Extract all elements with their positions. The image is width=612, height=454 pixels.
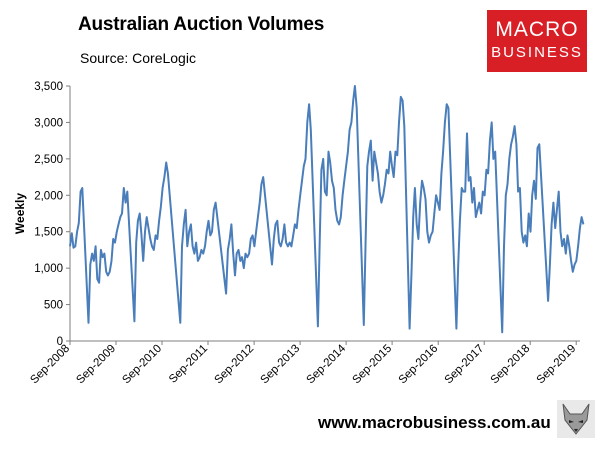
x-tick-label: Sep-2019 bbox=[535, 343, 579, 387]
logo-line1: MACRO bbox=[495, 18, 579, 41]
fox-icon bbox=[557, 400, 595, 438]
y-tick-label: 1,500 bbox=[34, 227, 63, 239]
logo-line2: BUSINESS bbox=[491, 44, 583, 61]
macrobusiness-logo: MACRO BUSINESS bbox=[487, 10, 587, 72]
y-tick-label: 2,000 bbox=[34, 190, 63, 202]
series-line bbox=[69, 85, 585, 334]
x-tick-label: Sep-2014 bbox=[304, 342, 348, 386]
source-note: Source: CoreLogic bbox=[80, 50, 196, 66]
chart-title: Australian Auction Volumes bbox=[78, 14, 325, 35]
y-tick-label: 3,500 bbox=[34, 81, 63, 93]
x-tick-label: Sep-2012 bbox=[212, 343, 256, 387]
x-tick-label: Sep-2018 bbox=[489, 343, 533, 387]
x-tick-label: Sep-2016 bbox=[397, 343, 441, 387]
x-tick-label: Sep-2008 bbox=[28, 343, 72, 387]
x-tick-label: Sep-2011 bbox=[167, 343, 210, 386]
x-tick-label: Sep-2017 bbox=[443, 343, 487, 387]
x-tick-label: Sep-2013 bbox=[258, 343, 302, 387]
x-tick-label: Sep-2009 bbox=[74, 343, 118, 387]
y-tick-label: 2,500 bbox=[34, 154, 63, 166]
y-tick-label: 0 bbox=[57, 336, 63, 348]
y-axis-title: Weekly bbox=[13, 193, 27, 234]
x-tick-label: Sep-2010 bbox=[120, 343, 164, 387]
website-url: www.macrobusiness.com.au bbox=[318, 413, 551, 432]
y-tick-label: 1,000 bbox=[34, 263, 63, 275]
y-tick-label: 3,000 bbox=[34, 117, 63, 129]
y-tick-label: 500 bbox=[44, 300, 63, 312]
x-tick-label: Sep-2015 bbox=[350, 343, 394, 387]
